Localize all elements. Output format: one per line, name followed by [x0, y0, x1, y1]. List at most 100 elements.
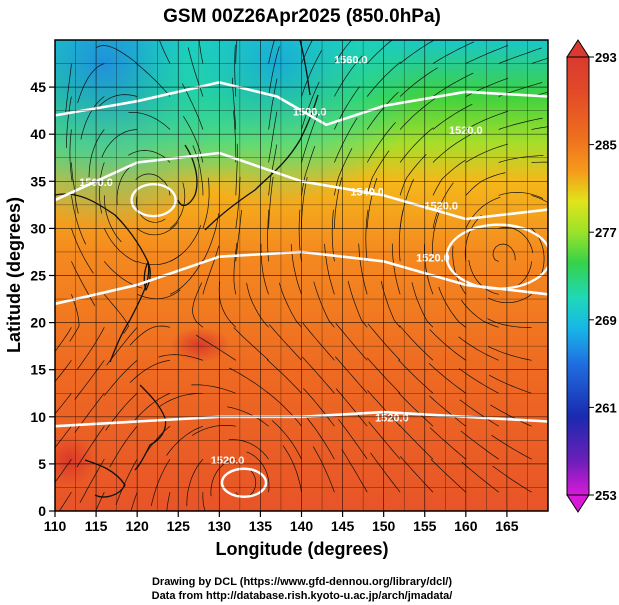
streamline: [159, 392, 203, 407]
credit-line-2: Data from http://database.rish.kyoto-u.a…: [152, 590, 453, 602]
streamline: [301, 50, 323, 97]
streamline: [531, 126, 548, 130]
y-axis-ticks: 0 5 10 15 20 25 30 35 40 45: [30, 79, 55, 519]
coastline-taiwan: [143, 261, 151, 291]
colorbar-label: 285: [595, 138, 617, 153]
streamline: [266, 359, 302, 394]
streamline: [233, 242, 238, 295]
streamline: [233, 327, 269, 361]
streamline: [130, 492, 138, 511]
streamline: [306, 417, 335, 460]
streamline: [109, 425, 138, 468]
streamline: [135, 62, 171, 97]
streamline: [246, 451, 270, 493]
streamline: [461, 299, 499, 328]
streamline: [228, 439, 269, 460]
streamline: [202, 245, 220, 295]
streamline: [282, 445, 302, 493]
streamline: [430, 459, 467, 493]
streamline: [324, 243, 335, 295]
streamline: [71, 162, 79, 214]
streamline: [271, 420, 302, 460]
streamline: [335, 356, 368, 394]
streamline: [202, 213, 220, 262]
streamline: [55, 425, 72, 449]
x-tick-label: 115: [85, 518, 108, 534]
streamline: [429, 395, 467, 427]
streamline: [301, 145, 316, 196]
streamline: [338, 419, 368, 460]
streamline: [65, 63, 72, 115]
streamline: [74, 360, 105, 400]
contour-label: 1520.0: [375, 413, 409, 425]
streamline: [391, 243, 401, 295]
streamline: [331, 209, 335, 262]
map-title: GSM 00Z26Apr2025 (850.0hPa): [163, 6, 441, 27]
colorbar-label: 269: [595, 313, 617, 328]
streamline: [432, 160, 466, 196]
contour-label: 1520.0: [416, 252, 450, 264]
x-tick-label: 165: [495, 518, 519, 534]
x-tick-label: 125: [167, 518, 191, 534]
streamline: [235, 176, 241, 229]
streamline: [71, 261, 96, 306]
streamline: [158, 354, 204, 361]
streamline: [246, 282, 269, 328]
streamline: [465, 44, 509, 64]
streamline: [69, 129, 73, 182]
contour-label: 1560.0: [334, 55, 368, 67]
contour-label: 1500.0: [293, 106, 327, 118]
x-tick-label: 160: [454, 518, 478, 534]
y-tick-label: 40: [30, 126, 46, 142]
streamline: [492, 465, 532, 493]
streamline: [202, 177, 210, 229]
streamline: [358, 243, 368, 295]
streamline: [128, 150, 171, 163]
streamline: [268, 176, 274, 229]
streamline: [366, 40, 393, 64]
streamline: [268, 324, 302, 361]
streamline: [487, 318, 532, 328]
y-tick-label: 25: [30, 268, 46, 284]
colorbar-bottom-arrow: [566, 494, 590, 513]
streamline: [489, 374, 532, 394]
streamline: [399, 67, 438, 97]
streamline: [77, 63, 105, 104]
streamline: [235, 209, 242, 262]
streamline: [465, 172, 506, 196]
streamline: [432, 134, 471, 163]
streamline: [71, 195, 87, 245]
y-tick-label: 0: [38, 503, 46, 519]
streamline: [399, 127, 434, 163]
colorbar-label: 277: [595, 225, 617, 240]
x-tick-label: 130: [208, 518, 232, 534]
y-tick-label: 10: [30, 409, 46, 425]
contour-label: 1540.0: [350, 186, 384, 198]
streamline: [55, 360, 72, 383]
streamline: [334, 117, 358, 163]
streamline: [66, 96, 72, 148]
streamline: [95, 492, 105, 511]
colorbar-label: 261: [595, 400, 617, 415]
streamline: [399, 154, 427, 196]
streamline: [335, 322, 368, 361]
colorbar-label: 253: [595, 488, 617, 503]
streamline: [260, 243, 269, 295]
streamline: [335, 388, 368, 427]
streamline: [312, 446, 335, 493]
streamline: [458, 368, 499, 394]
streamline: [169, 225, 202, 262]
streamline: [301, 81, 320, 130]
streamline: [429, 329, 467, 361]
streamline: [150, 459, 171, 506]
credit-line-1: Drawing by DCL (https://www.gfd-dennou.o…: [152, 576, 452, 588]
streamline: [96, 45, 138, 64]
warm-pocket-southwest: [55, 435, 95, 485]
y-tick-label: 30: [30, 220, 46, 236]
x-tick-label: 140: [290, 518, 314, 534]
streamline: [452, 245, 467, 295]
streamline: [235, 40, 238, 64]
streamline: [210, 458, 236, 497]
streamline: [88, 129, 105, 178]
